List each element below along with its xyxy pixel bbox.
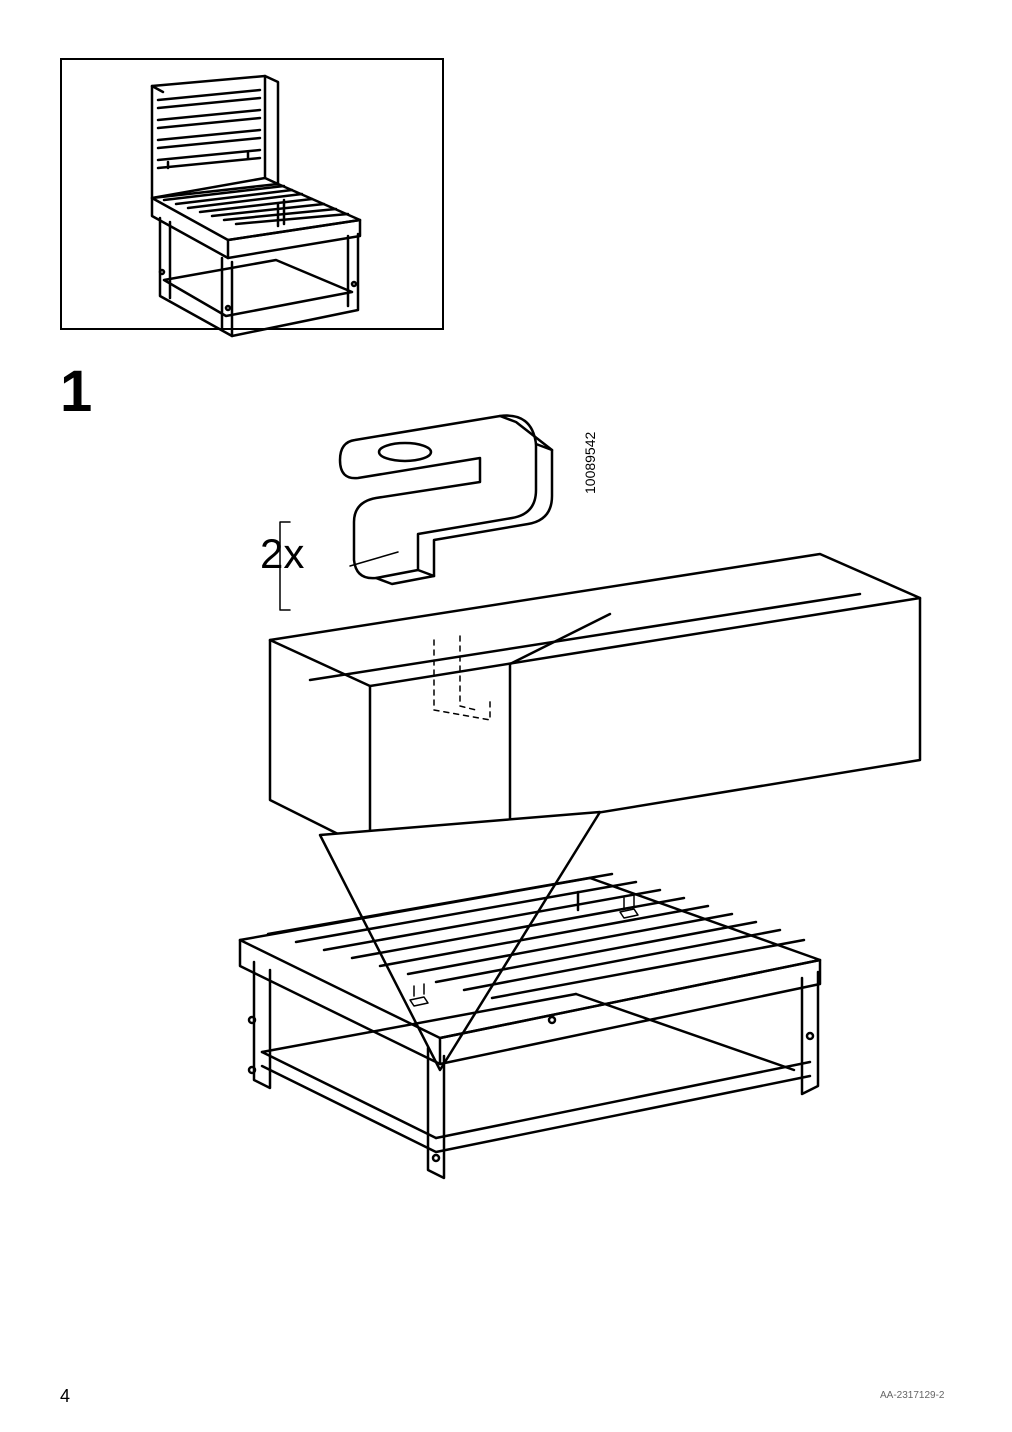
page-number: 4 bbox=[60, 1386, 70, 1407]
detail-callout-illustration bbox=[180, 380, 960, 1140]
step-number: 1 bbox=[60, 358, 92, 425]
overview-chair-illustration bbox=[60, 58, 440, 326]
quantity-label: 2x bbox=[260, 530, 304, 578]
page: 1 bbox=[0, 0, 1012, 1432]
document-id: AA-2317129-2 bbox=[880, 1390, 945, 1401]
part-number-label: 10089542 bbox=[582, 432, 598, 494]
